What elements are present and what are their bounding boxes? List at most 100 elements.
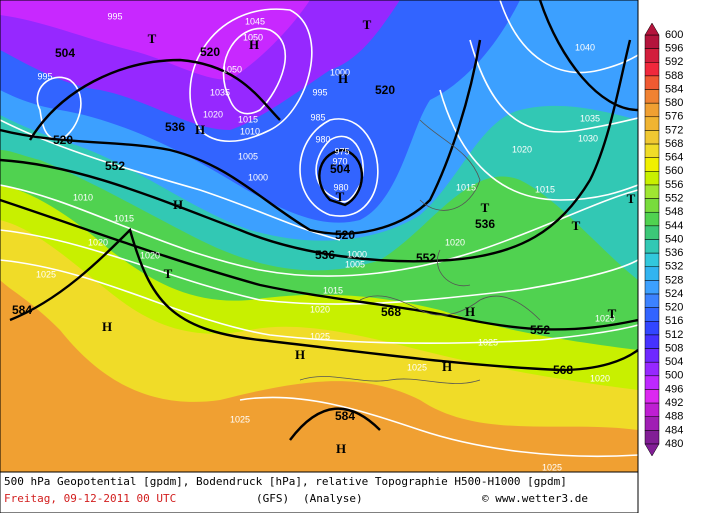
legend-label: 576 bbox=[665, 111, 683, 123]
pressure-center: T bbox=[608, 306, 617, 321]
pressure-center: T bbox=[572, 218, 581, 233]
color-swatch bbox=[644, 293, 660, 308]
geopotential-label: 520 bbox=[375, 83, 395, 97]
geopotential-label: 552 bbox=[416, 251, 436, 265]
isobar-label: 1015 bbox=[456, 182, 476, 192]
isobar-label: 1020 bbox=[310, 304, 330, 314]
geopotential-label: 536 bbox=[475, 217, 495, 231]
isobar-label: 995 bbox=[312, 87, 327, 97]
legend-label: 516 bbox=[665, 315, 683, 327]
legend-label: 572 bbox=[665, 124, 683, 136]
isobar-label: 1020 bbox=[203, 109, 223, 119]
pressure-center: H bbox=[336, 441, 346, 456]
isobar-label: 1030 bbox=[578, 133, 598, 143]
color-swatch bbox=[644, 225, 660, 240]
pressure-center: H bbox=[102, 319, 112, 334]
pressure-center: H bbox=[338, 71, 348, 86]
pressure-center: T bbox=[627, 191, 636, 206]
isobar-label: 1010 bbox=[240, 126, 260, 136]
color-swatch bbox=[644, 130, 660, 145]
isobar-label: 995 bbox=[107, 11, 122, 21]
legend-label: 556 bbox=[665, 179, 683, 191]
geopotential-label: 520 bbox=[200, 45, 220, 59]
legend-label: 512 bbox=[665, 329, 683, 341]
legend-label: 484 bbox=[665, 424, 683, 436]
geopotential-lines bbox=[0, 0, 638, 441]
color-swatch bbox=[644, 402, 660, 417]
geopotential-label: 568 bbox=[381, 305, 401, 319]
legend-label: 528 bbox=[665, 274, 683, 286]
color-swatch bbox=[644, 48, 660, 63]
isobar-label: 1020 bbox=[445, 237, 465, 247]
legend-arrow-top bbox=[644, 22, 660, 36]
isobar-label: 1020 bbox=[140, 250, 160, 260]
geopotential-label: 552 bbox=[105, 159, 125, 173]
color-swatch bbox=[644, 430, 660, 445]
legend-label: 496 bbox=[665, 383, 683, 395]
isobar-label: 1025 bbox=[36, 269, 56, 279]
isobar-label: 1015 bbox=[114, 213, 134, 223]
geopotential-label: 584 bbox=[12, 303, 32, 317]
legend-label: 548 bbox=[665, 206, 683, 218]
legend-label: 600 bbox=[665, 29, 683, 41]
pressure-center: H bbox=[442, 359, 452, 374]
coastlines bbox=[299, 119, 541, 384]
color-swatch bbox=[644, 252, 660, 268]
color-swatch bbox=[644, 307, 660, 322]
legend-label: 488 bbox=[665, 411, 683, 423]
isobar-label: 1010 bbox=[73, 192, 93, 202]
color-swatch bbox=[644, 239, 660, 254]
color-swatch bbox=[644, 280, 660, 295]
isobar-label: 1005 bbox=[345, 259, 365, 269]
legend-label: 584 bbox=[665, 83, 683, 95]
isobar-label: 1015 bbox=[238, 114, 258, 124]
caption-model: (GFS) bbox=[256, 492, 289, 505]
color-swatch bbox=[644, 102, 660, 118]
legend-label: 504 bbox=[665, 356, 683, 368]
isobar-label: 970 bbox=[332, 156, 347, 166]
caption-title: 500 hPa Geopotential [gpdm], Bodendruck … bbox=[4, 475, 567, 488]
legend-label: 500 bbox=[665, 370, 683, 382]
isobar-label: 1005 bbox=[238, 151, 258, 161]
isobar-label: 1020 bbox=[88, 237, 108, 247]
legend-label: 536 bbox=[665, 247, 683, 259]
caption-run: (Analyse) bbox=[303, 492, 363, 505]
geopotential-label: 536 bbox=[165, 120, 185, 134]
isobar-label: 975 bbox=[334, 146, 349, 156]
pressure-center: H bbox=[295, 347, 305, 362]
color-swatch bbox=[644, 348, 660, 363]
color-swatch bbox=[644, 75, 660, 90]
legend-label: 596 bbox=[665, 43, 683, 55]
geopotential-label: 504 bbox=[55, 46, 75, 60]
isobar-label: 1000 bbox=[248, 172, 268, 182]
caption-date: Freitag, 09-12-2011 00 UTC bbox=[4, 492, 176, 505]
pressure-center: T bbox=[363, 17, 372, 32]
color-swatch bbox=[644, 361, 660, 377]
isobar-label: 1025 bbox=[542, 462, 562, 472]
geopotential-label: 536 bbox=[315, 248, 335, 262]
pressure-center: H bbox=[465, 304, 475, 319]
color-legend: 6005965925885845805765725685645605565525… bbox=[639, 0, 704, 472]
color-swatch bbox=[644, 116, 660, 131]
color-swatch bbox=[644, 389, 660, 404]
legend-label: 540 bbox=[665, 233, 683, 245]
isobar-label: 985 bbox=[310, 112, 325, 122]
isobar-label: 1000 bbox=[330, 67, 350, 77]
caption-credit: © www.wetter3.de bbox=[482, 492, 588, 505]
color-swatch bbox=[644, 34, 660, 49]
color-swatch bbox=[644, 198, 660, 213]
isobar-label: 1020 bbox=[512, 144, 532, 154]
color-swatch bbox=[644, 321, 660, 336]
isobar-label: 1020 bbox=[595, 313, 615, 323]
legend-arrow-bottom bbox=[644, 443, 660, 457]
isobar-label: 1015 bbox=[535, 184, 555, 194]
isobar-label: 980 bbox=[333, 182, 348, 192]
color-swatch bbox=[644, 157, 660, 172]
isobar-label: 1045 bbox=[245, 16, 265, 26]
pressure-center: T bbox=[164, 266, 173, 281]
legend-label: 524 bbox=[665, 288, 683, 300]
geopotential-label: 584 bbox=[335, 409, 355, 423]
color-swatch bbox=[644, 211, 660, 227]
